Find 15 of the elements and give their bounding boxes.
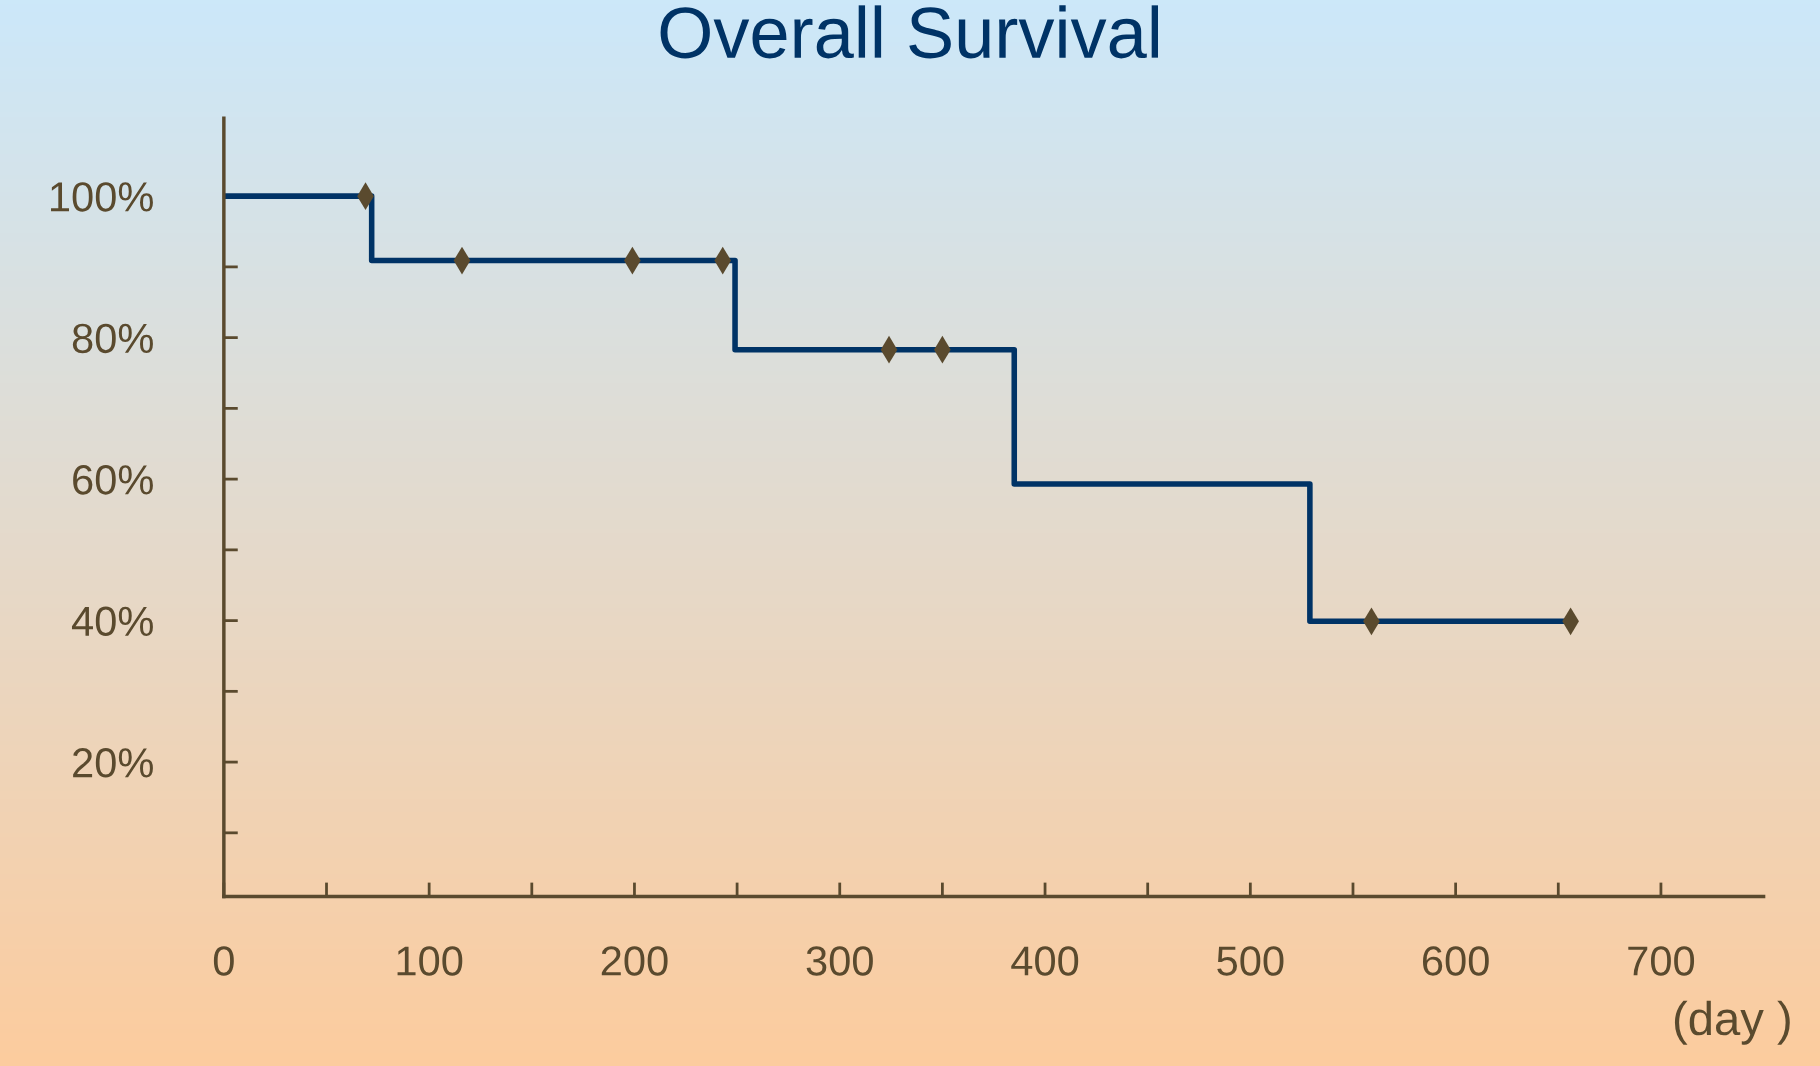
x-tick-label: 100 bbox=[397, 946, 463, 976]
y-tick-label: 80% bbox=[72, 323, 153, 354]
x-tick-label: 700 bbox=[1628, 946, 1695, 976]
chart-title: Overall Survival bbox=[660, 5, 1159, 59]
y-tick-label: 20% bbox=[73, 748, 153, 778]
y-tick-label: 40% bbox=[71, 606, 153, 637]
x-tick-label: 400 bbox=[1011, 946, 1079, 976]
x-tick-label: 300 bbox=[806, 946, 873, 976]
y-tick-label: 100% bbox=[51, 182, 153, 212]
x-tick-label: 500 bbox=[1217, 946, 1284, 976]
x-tick-label: 600 bbox=[1423, 946, 1489, 976]
x-tick-label: 200 bbox=[601, 946, 668, 976]
x-axis-title: (day ) bbox=[1674, 1000, 1790, 1045]
x-tick-label: 0 bbox=[213, 946, 234, 976]
y-tick-label: 60% bbox=[73, 465, 153, 495]
